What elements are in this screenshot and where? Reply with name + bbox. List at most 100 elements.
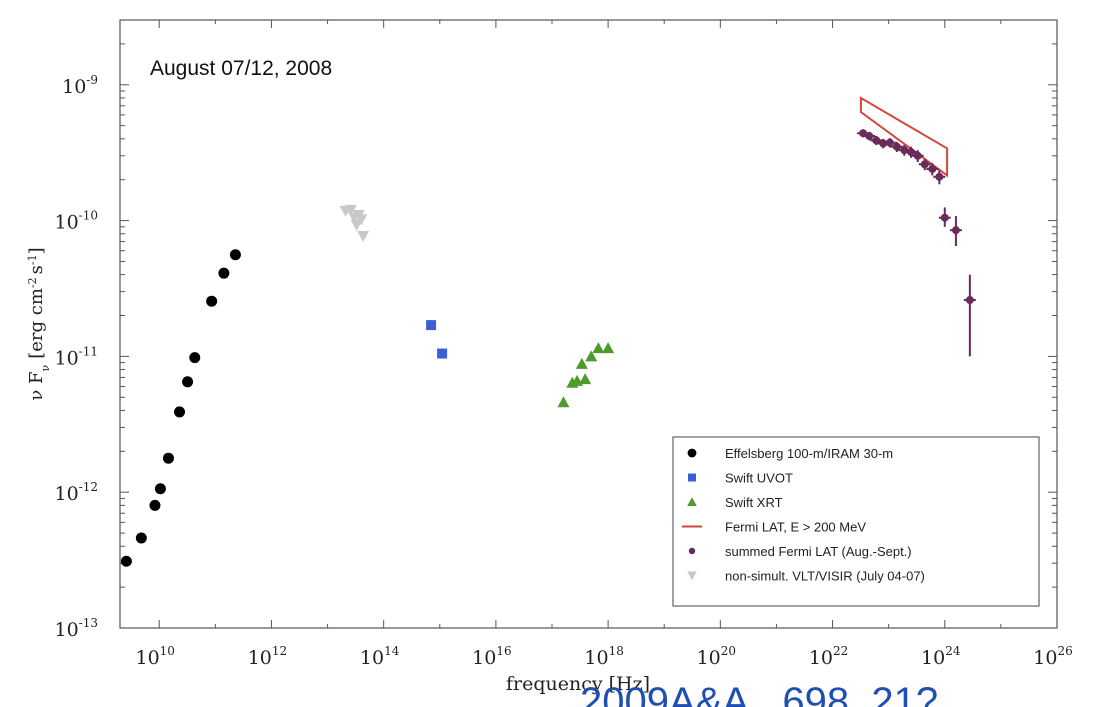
y-tick-label: 10-13 [54, 616, 98, 641]
x-tick-label: 1018 [584, 644, 623, 669]
y-axis-title-units-tail: s [26, 265, 47, 274]
x-tick-label: 1010 [135, 644, 174, 669]
data-point [592, 342, 605, 354]
data-point [602, 342, 615, 354]
y-axis-title-units: [erg cm [26, 288, 47, 359]
x-tick-label-base: 10 [1033, 647, 1057, 669]
series-swift-uvot [426, 320, 448, 359]
y-tick-label-base: 10 [62, 76, 86, 98]
data-point [174, 406, 186, 418]
legend-item: summed Fermi LAT (Aug.-Sept.) [688, 544, 912, 559]
y-axis-title-sub: ν [39, 364, 52, 371]
chart-annotation: August 07/12, 2008 [150, 57, 332, 80]
x-tick-label: 1016 [472, 644, 511, 669]
data-point [575, 357, 588, 369]
data-point [218, 267, 230, 279]
series-non-simult-vlt-visir-july-04-07 [339, 204, 370, 243]
data-marks [120, 96, 976, 567]
series-fermi-lat-e-200-mev [859, 96, 949, 178]
legend: Effelsberg 100-m/IRAM 30-m Swift UVOT Swif… [672, 436, 1040, 607]
y-tick-label: 10-11 [54, 344, 98, 369]
data-point [913, 151, 922, 160]
legend-item: Effelsberg 100-m/IRAM 30-m [687, 446, 893, 461]
x-tick-label-exponent: 20 [721, 644, 736, 658]
data-point [920, 160, 929, 169]
data-point [940, 213, 949, 222]
y-tick-label-exponent: -10 [79, 209, 98, 223]
legend-label: Swift XRT [725, 495, 783, 510]
x-tick-label-exponent: 14 [384, 644, 400, 658]
y-tick-label-base: 10 [54, 212, 78, 234]
x-tick-label-base: 10 [360, 647, 384, 669]
series-effelsberg-100-m-iram-30-m [120, 249, 241, 567]
series-summed-fermi-lat-aug-sept [857, 129, 976, 357]
legend-item: Fermi LAT, E > 200 MeV [682, 520, 866, 535]
data-point [154, 483, 166, 495]
x-tick-label: 1012 [248, 644, 287, 669]
y-tick-label-exponent: -13 [79, 616, 98, 630]
x-tick-label-base: 10 [921, 647, 945, 669]
legend-label: non-simult. VLT/VISIR (July 04-07) [725, 569, 925, 584]
x-tick-label-exponent: 10 [160, 644, 175, 658]
x-tick-label: 1014 [360, 644, 400, 669]
series-swift-xrt [557, 342, 615, 408]
x-tick-label-exponent: 26 [1057, 644, 1072, 658]
y-axis-title-units-exp1: -2 [26, 277, 39, 288]
y-tick-label: 10-12 [54, 480, 98, 505]
legend-label: Swift UVOT [725, 471, 793, 486]
legend-swatch [688, 473, 696, 482]
data-point [357, 231, 370, 243]
data-point [935, 172, 944, 181]
data-point [965, 296, 974, 305]
svg-text:frequency [Hz]: frequency [Hz] [506, 673, 650, 695]
legend-label: summed Fermi LAT (Aug.-Sept.) [725, 544, 912, 559]
x-tick-label: 1026 [1033, 644, 1072, 669]
y-tick-label-exponent: -9 [86, 73, 98, 87]
y-tick-label-base: 10 [54, 619, 78, 641]
legend-swatch [687, 571, 697, 581]
legend-label: Fermi LAT, E > 200 MeV [725, 520, 866, 535]
plot-frame [119, 19, 1058, 629]
x-tick-label-exponent: 22 [833, 644, 848, 658]
data-point [344, 204, 357, 216]
data-point [872, 136, 881, 145]
legend-item: non-simult. VLT/VISIR (July 04-07) [687, 569, 925, 584]
data-point [557, 396, 570, 408]
data-point [865, 131, 874, 140]
x-tick-label-base: 10 [248, 647, 272, 669]
legend-swatch [688, 547, 696, 555]
y-tick-label-exponent: -11 [79, 344, 98, 358]
x-tick-label: 1024 [921, 644, 961, 669]
x-tick-label-exponent: 12 [272, 644, 287, 658]
data-point [951, 226, 960, 235]
y-axis-title-units-exp2: -1 [26, 254, 39, 265]
data-point [182, 376, 194, 388]
data-point [135, 532, 147, 544]
y-tick-label-base: 10 [54, 483, 78, 505]
footer-citation: 2009A&A...698..21? [580, 680, 938, 707]
data-point [149, 499, 161, 511]
x-tick-label-exponent: 18 [609, 644, 624, 658]
x-axis-title: frequency [Hz] [506, 673, 650, 695]
data-point [906, 147, 915, 156]
y-tick-label-base: 10 [54, 347, 78, 369]
data-point [585, 350, 598, 362]
x-tick-label-exponent: 16 [496, 644, 511, 658]
data-point [350, 219, 363, 231]
y-tick-label: 10-9 [62, 73, 98, 98]
y-tick-label-exponent: -12 [79, 480, 98, 494]
legend-swatch [687, 497, 697, 506]
data-point [189, 352, 201, 364]
x-axis: 1010 1012 1014 1016 1018 1020 1022 1024 1026 [135, 20, 1073, 669]
y-tick-label: 10-10 [54, 209, 98, 234]
x-tick-label-base: 10 [809, 647, 833, 669]
x-tick-label-base: 10 [135, 647, 159, 669]
data-point [928, 164, 937, 173]
y-axis-title-main: ν F [26, 371, 47, 400]
x-tick-label-base: 10 [697, 647, 721, 669]
x-tick-label-base: 10 [584, 647, 608, 669]
x-tick-label-base: 10 [472, 647, 496, 669]
y-axis-title: ν Fν[erg cm-2s-1] [26, 247, 52, 400]
